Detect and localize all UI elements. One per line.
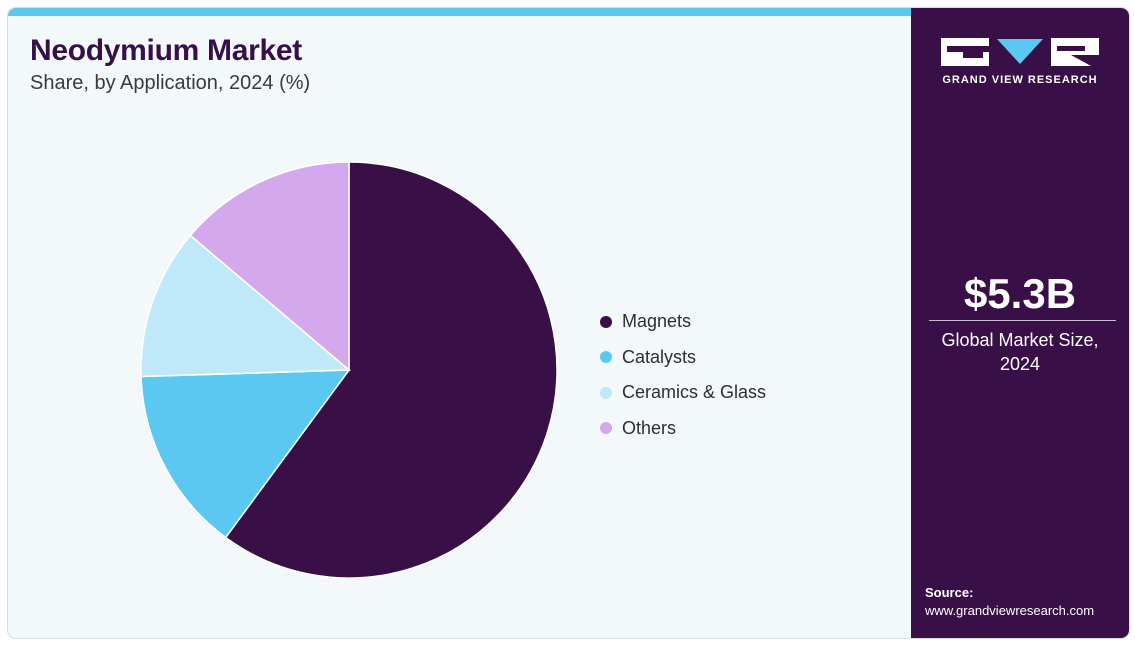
- legend-marker-icon: [600, 386, 612, 399]
- chart-subtitle: Share, by Application, 2024 (%): [30, 72, 311, 94]
- market-size-label: Global Market Size, 2024: [941, 330, 1099, 374]
- legend-marker-icon: [600, 422, 612, 435]
- legend-item-magnets[interactable]: Magnets: [600, 304, 766, 340]
- legend-item-catalysts[interactable]: Catalysts: [600, 340, 766, 376]
- chart-title: Neodymium Market: [30, 34, 302, 67]
- legend-label: Others: [622, 417, 677, 438]
- source-link[interactable]: www.grandviewresearch.com: [925, 603, 1095, 618]
- market-size-value: $5.3B: [963, 270, 1077, 317]
- source-label: Source:: [925, 585, 974, 600]
- accent-bar: [8, 8, 911, 16]
- pie-slice-catalysts[interactable]: [140, 369, 351, 539]
- legend-item-others[interactable]: Others: [600, 411, 766, 447]
- info-sidebar: GRAND VIEW RESEARCH $5.3B Global Market …: [911, 8, 1129, 638]
- pie-slice-others[interactable]: [189, 161, 350, 372]
- legend-marker-icon: [600, 351, 612, 364]
- legend-item-ceramics-glass[interactable]: Ceramics & Glass: [600, 375, 766, 411]
- pie-slice-magnets[interactable]: [224, 161, 558, 579]
- legend-marker-icon: [600, 315, 612, 328]
- pie-slice-ceramics-glass[interactable]: [140, 234, 351, 378]
- brand-name: GRAND VIEW RESEARCH: [942, 74, 1098, 86]
- grand-view-research-logo: [941, 38, 1099, 66]
- chart-card: Neodymium Market Share, by Application, …: [8, 8, 1129, 638]
- legend-label: Ceramics & Glass: [622, 382, 767, 403]
- chart-legend: Magnets Catalysts Ceramics & Glass Others: [600, 304, 766, 446]
- pie-chart: [140, 161, 558, 579]
- divider: [929, 320, 1116, 321]
- legend-label: Catalysts: [622, 346, 697, 367]
- legend-label: Magnets: [622, 311, 692, 332]
